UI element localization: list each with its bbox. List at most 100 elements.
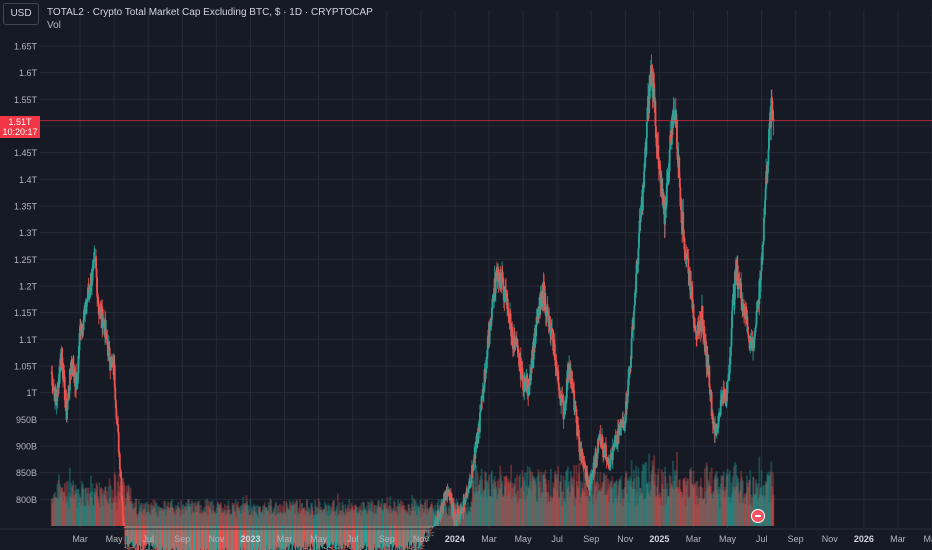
volume-bar [257, 505, 260, 526]
volume-bar [540, 492, 543, 526]
candle-body [550, 326, 552, 336]
volume-bar [668, 474, 671, 526]
volume-bar [234, 499, 237, 526]
volume-bar [102, 505, 105, 526]
volume-bar [222, 507, 225, 526]
volume-bar [306, 499, 309, 526]
volume-bar [523, 480, 526, 526]
volume-bar [691, 485, 694, 526]
volume-bar [107, 503, 109, 526]
volume-bar [669, 488, 672, 526]
candle-body [734, 271, 736, 300]
volume-bar [547, 492, 549, 526]
candle-body [535, 316, 538, 325]
volume-bar [626, 493, 628, 526]
volume-bar [397, 499, 400, 526]
volume-bar [710, 493, 712, 526]
volume-bar [706, 487, 709, 526]
candle-body [469, 481, 472, 487]
volume-bar [415, 505, 418, 526]
volume-bar [371, 501, 374, 526]
time-axis[interactable]: Mar May Jul Sep Nov 2023 Mar May Jul Sep Nov 2024 Ma… [0, 528, 932, 544]
candle-body [469, 486, 472, 488]
candle-body [474, 443, 477, 459]
volume-bar [67, 480, 70, 526]
volume-bar [501, 494, 504, 526]
volume-bar [147, 503, 150, 526]
volume-bar [276, 505, 279, 526]
volume-bar [703, 497, 706, 526]
last-price-label: 1.51T 10:20:17 [0, 116, 40, 138]
volume-bar [734, 487, 737, 526]
candle-body [108, 347, 111, 362]
volume-bar [396, 516, 399, 526]
candle-body [467, 489, 470, 491]
candle-body [698, 321, 701, 330]
candle-body [452, 505, 455, 506]
candle-body [546, 306, 549, 311]
volume-bar [64, 502, 67, 526]
volume-bar [602, 473, 605, 526]
volume-bar [541, 492, 544, 526]
candle-body [451, 505, 454, 515]
candle-body [101, 322, 104, 329]
volume-bar [526, 495, 528, 526]
volume-bar [681, 498, 684, 526]
candle-body [65, 398, 68, 420]
volume-bar [584, 465, 587, 526]
earnings-flag-icon[interactable] [751, 509, 765, 523]
price-axis[interactable]: 1.65T1.6T1.55T1.5T1.45T1.4T1.35T1.3T1.25… [14, 42, 38, 505]
volume-bar [765, 483, 768, 526]
volume-bar [149, 515, 152, 526]
volume-bar [178, 507, 180, 526]
volume-bar [259, 511, 262, 526]
volume-bar [281, 513, 284, 526]
volume-bar [264, 508, 267, 526]
volume-bar [755, 479, 757, 526]
candle-body [386, 548, 389, 550]
volume-bar [375, 513, 377, 526]
volume-bar [607, 502, 610, 526]
volume-bar [726, 469, 729, 526]
candle-body [645, 122, 648, 138]
candle-body [482, 389, 485, 393]
volume-bar [471, 503, 473, 526]
volume-bar [569, 470, 572, 526]
volume-bar [308, 509, 311, 526]
volume-bar [187, 499, 189, 526]
candle-body [117, 432, 120, 452]
volume-bar [689, 471, 692, 526]
candle-body [69, 369, 72, 374]
candle-body [731, 310, 733, 329]
volume-bar [255, 513, 258, 526]
candle-body [727, 375, 730, 380]
volume-bar [636, 503, 639, 526]
volume-bar [69, 495, 72, 526]
volume-bar [463, 507, 466, 526]
candle-body [719, 400, 722, 415]
volume-bar [354, 504, 357, 526]
volume-bar [356, 512, 359, 526]
candle-body [408, 547, 410, 549]
volume-bar [682, 478, 685, 526]
volume-bar [134, 507, 137, 526]
volume-bar [271, 513, 273, 526]
volume-bar [199, 513, 201, 526]
volume-bar [768, 475, 770, 526]
candle-body [729, 356, 732, 358]
volume-bar [543, 477, 546, 526]
candle-body [339, 547, 342, 549]
volume-bar [564, 502, 567, 526]
volume-bar [298, 513, 301, 526]
candle-body [129, 547, 132, 549]
volume-bar [58, 474, 60, 526]
currency-selector[interactable]: USD [3, 3, 39, 25]
candle-body [323, 547, 326, 548]
volume-bar [54, 497, 57, 526]
volume-bar [749, 470, 752, 526]
y-tick-label: 1.55T [14, 95, 38, 105]
volume-bar [524, 500, 527, 526]
volume-bar [149, 513, 151, 526]
volume-bar [363, 508, 366, 526]
